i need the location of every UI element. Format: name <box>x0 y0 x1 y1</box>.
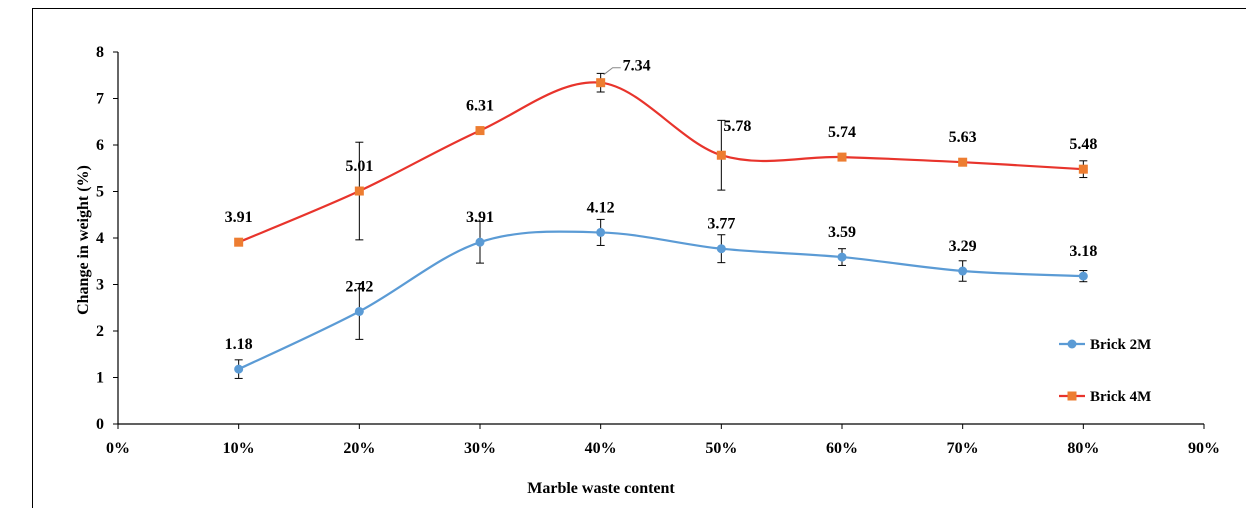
x-tick-label: 70% <box>947 440 979 457</box>
legend-marker-brick-4m <box>1067 391 1077 401</box>
brick-2m-data-label: 4.12 <box>587 199 615 216</box>
brick-2m-point <box>234 364 244 374</box>
brick-4m-data-label: 5.01 <box>345 158 373 175</box>
brick-2m-point <box>596 227 606 237</box>
brick-2m-data-label: 1.18 <box>225 336 253 353</box>
brick-4m-data-label: 7.34 <box>623 58 651 75</box>
x-tick-label: 60% <box>826 440 858 457</box>
brick-4m-data-label: 5.78 <box>723 118 751 135</box>
label-leader-line <box>603 67 621 76</box>
axes <box>113 51 1205 429</box>
brick-2m-point <box>716 244 726 254</box>
x-axis-title: Marble waste content <box>527 480 675 497</box>
x-tick-label: 10% <box>223 440 255 457</box>
y-axis-title: Change in weight (%) <box>75 165 92 315</box>
brick-4m-line <box>238 81 1084 244</box>
x-tick-label: 90% <box>1188 440 1220 457</box>
brick-2m-data-label: 2.42 <box>345 278 373 295</box>
brick-2m-point <box>354 306 364 316</box>
y-tick-label: 0 <box>96 416 104 433</box>
x-tick-label: 80% <box>1067 440 1099 457</box>
x-tick-label: 0% <box>106 440 130 457</box>
y-tick-label: 5 <box>96 184 104 201</box>
x-tick-label: 20% <box>343 440 375 457</box>
brick-2m-line <box>238 230 1084 371</box>
brick-4m-data-label: 5.74 <box>828 124 856 141</box>
y-tick-label: 3 <box>96 277 104 294</box>
brick-4m-point <box>1078 164 1088 174</box>
y-tick-label: 2 <box>96 323 104 340</box>
brick-2m-data-label: 3.18 <box>1069 243 1097 260</box>
x-tick-label: 30% <box>464 440 496 457</box>
y-tick-label: 7 <box>96 91 104 108</box>
legend: Brick 2M Brick 4M <box>1059 337 1151 405</box>
legend-label-brick-2m: Brick 2M <box>1090 337 1151 353</box>
y-tick-label: 8 <box>96 44 104 61</box>
brick-4m-point <box>837 152 847 162</box>
series-markers <box>234 78 1088 374</box>
error-bars <box>234 72 1088 379</box>
brick-4m-point <box>475 126 485 136</box>
brick-4m-point <box>234 237 244 247</box>
y-tick-label: 1 <box>96 370 104 387</box>
brick-4m-data-label: 5.63 <box>949 129 977 146</box>
chart-frame <box>32 8 1246 508</box>
brick-2m-point <box>958 266 968 276</box>
brick-4m-point <box>958 157 968 167</box>
brick-2m-data-label: 3.29 <box>949 238 977 255</box>
brick-2m-data-label: 3.59 <box>828 224 856 241</box>
legend-marker-brick-2m <box>1067 339 1077 349</box>
brick-4m-data-label: 3.91 <box>225 209 253 226</box>
x-tick-label: 50% <box>705 440 737 457</box>
data-labels: 1.18 2.42 3.91 4.12 3.77 3.59 3.29 3.18 3.91 5.01… <box>225 58 1098 353</box>
brick-4m-point <box>354 186 364 196</box>
brick-2m-point <box>837 252 847 262</box>
brick-4m-point <box>596 78 606 88</box>
x-tick-label: 40% <box>585 440 617 457</box>
legend-label-brick-4m: Brick 4M <box>1090 389 1151 405</box>
y-tick-label: 4 <box>96 230 104 247</box>
brick-2m-data-label: 3.77 <box>707 216 735 233</box>
brick-2m-data-label: 3.91 <box>466 209 494 226</box>
brick-2m-point <box>1078 271 1088 281</box>
brick-4m-data-label: 6.31 <box>466 98 494 115</box>
brick-4m-point <box>716 150 726 160</box>
y-tick-label: 6 <box>96 137 104 154</box>
series-lines <box>238 81 1084 371</box>
brick-2m-point <box>475 237 485 247</box>
brick-4m-data-label: 5.48 <box>1069 136 1097 153</box>
